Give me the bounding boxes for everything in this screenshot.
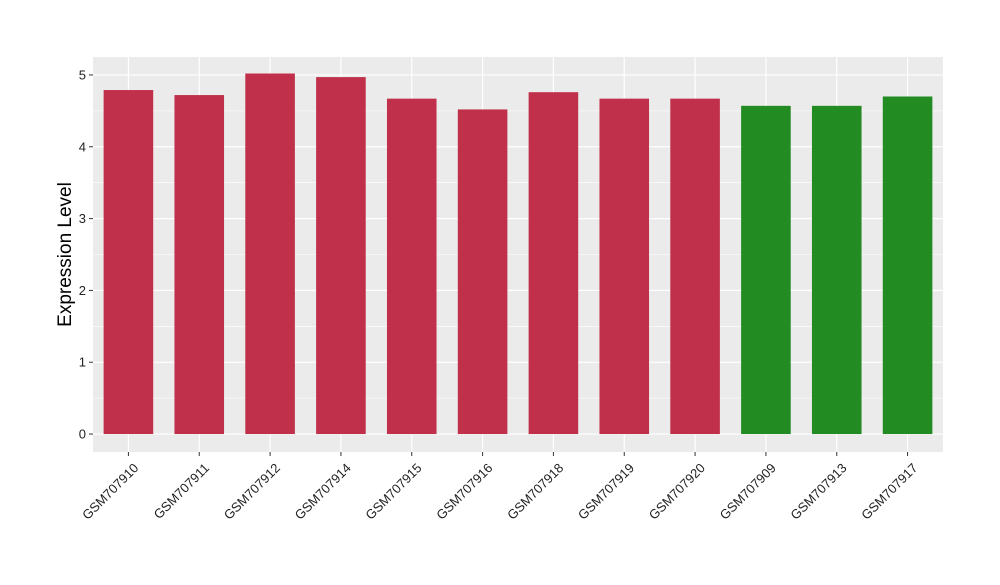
x-tick-label: GSM707914 <box>292 460 354 522</box>
bar-GSM707912 <box>245 73 295 435</box>
bar-GSM707916 <box>457 109 508 435</box>
x-axis: GSM707910 GSM707911 GSM707912 GSM707914 GSM7… <box>79 452 920 523</box>
bar-GSM707919 <box>599 98 650 435</box>
x-tick-label: GSM707918 <box>504 460 566 522</box>
y-tick-label: 5 <box>79 67 86 82</box>
bar-GSM707918 <box>528 92 579 435</box>
x-tick-label: GSM707909 <box>717 460 779 522</box>
x-tick-label: GSM707911 <box>151 460 213 522</box>
bar-GSM707911 <box>174 95 225 435</box>
y-axis: 0 1 2 3 4 5 <box>79 67 93 442</box>
y-tick-label: 3 <box>79 211 86 226</box>
x-tick-label: GSM707913 <box>787 460 849 522</box>
bar-GSM707914 <box>316 77 366 435</box>
bar-GSM707910 <box>103 90 154 435</box>
x-tick-label: GSM707915 <box>362 460 424 522</box>
y-tick-label: 0 <box>79 427 86 442</box>
bar-GSM707909 <box>741 105 791 435</box>
bars <box>103 73 933 435</box>
bar-GSM707913 <box>811 105 862 435</box>
y-tick-label: 4 <box>79 139 86 154</box>
x-tick-label: GSM707919 <box>575 460 637 522</box>
y-axis-title: Expression Level <box>55 182 76 327</box>
x-tick-label: GSM707912 <box>221 460 283 522</box>
bar-GSM707917 <box>882 96 933 435</box>
bar-GSM707915 <box>386 98 437 435</box>
x-tick-label: GSM707920 <box>646 460 708 522</box>
y-tick-label: 2 <box>79 283 86 298</box>
x-tick-label: GSM707916 <box>433 460 495 522</box>
bar-GSM707920 <box>670 98 720 435</box>
x-tick-label: GSM707917 <box>858 460 920 522</box>
y-tick-label: 1 <box>79 355 86 370</box>
x-tick-label: GSM707910 <box>79 460 141 522</box>
